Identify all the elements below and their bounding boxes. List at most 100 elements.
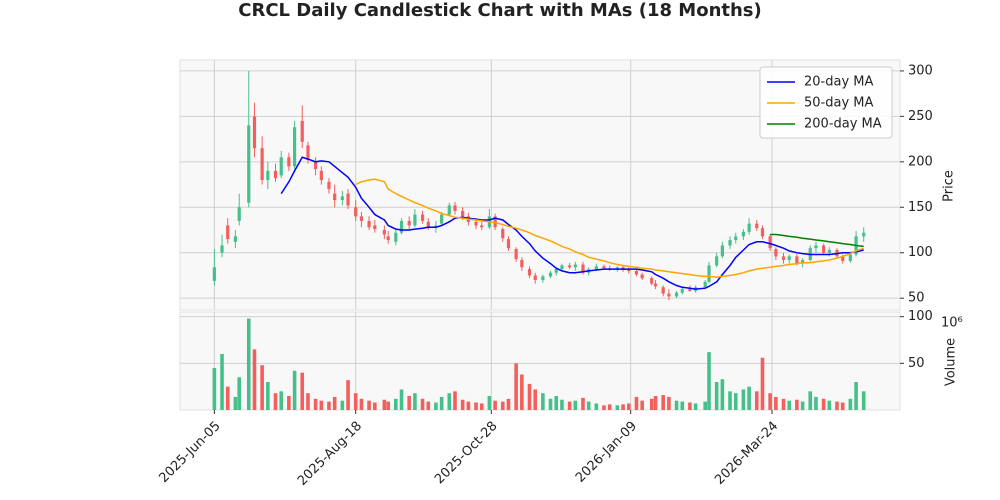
- volume-bar: [581, 397, 585, 410]
- candle-body: [237, 207, 241, 221]
- volume-bar: [560, 399, 564, 410]
- candle-body: [493, 216, 497, 228]
- volume-bar: [327, 401, 331, 410]
- y-tick-label: 250: [908, 109, 933, 124]
- volume-bar: [237, 377, 242, 410]
- candle-body: [703, 281, 707, 288]
- candle-body: [447, 205, 451, 215]
- candle-body: [367, 220, 371, 228]
- candle-body: [728, 240, 732, 246]
- candle-body: [560, 265, 564, 270]
- volume-bar: [313, 398, 318, 410]
- volume-bar: [607, 404, 612, 410]
- volume-bar: [827, 400, 832, 410]
- volume-bar: [594, 403, 599, 410]
- candle-body: [359, 216, 364, 221]
- candle-body: [827, 250, 831, 253]
- volume-bar: [703, 401, 707, 410]
- volume-bar: [340, 400, 345, 410]
- candle-body: [319, 170, 323, 180]
- volume-bar: [346, 380, 350, 410]
- candle-body: [306, 145, 310, 160]
- volume-bar: [420, 398, 425, 410]
- volume-bar: [394, 398, 398, 410]
- candle-body: [594, 266, 598, 270]
- candle-body: [461, 210, 465, 217]
- volume-bar: [661, 395, 665, 410]
- volume-bar: [479, 403, 484, 410]
- candle-body: [650, 278, 654, 284]
- volume-bar: [835, 401, 839, 410]
- volume-bar: [768, 393, 772, 410]
- candle-body: [548, 272, 553, 277]
- candle-body: [573, 264, 577, 268]
- volume-bar: [500, 401, 505, 410]
- volume-bar: [300, 372, 305, 410]
- volume-bar: [386, 401, 390, 410]
- candle-body: [781, 256, 786, 260]
- volume-bar: [720, 379, 725, 410]
- candle-body: [386, 236, 390, 240]
- y-tick-label: 200: [908, 154, 933, 169]
- volume-bar: [466, 401, 471, 410]
- candle-body: [440, 214, 444, 224]
- volume-bar: [246, 318, 251, 410]
- volume-bar: [367, 400, 371, 410]
- legend: 20-day MA 50-day MA 200-day MA: [759, 66, 893, 139]
- candle-body: [382, 230, 386, 235]
- y-tick-label: 50: [908, 291, 925, 306]
- volume-bar: [733, 393, 738, 410]
- candle-body: [720, 245, 724, 257]
- volume-bar: [260, 365, 264, 410]
- candle-body: [212, 267, 216, 281]
- candle-body: [399, 220, 404, 233]
- legend-label: 200-day MA: [804, 117, 882, 132]
- volume-bar: [306, 393, 310, 410]
- volume-bar: [533, 389, 538, 410]
- volume-bar: [567, 401, 572, 410]
- candle-body: [615, 267, 619, 270]
- volume-panel: [179, 311, 901, 411]
- candle-body: [862, 232, 866, 237]
- volume-bar: [233, 396, 238, 410]
- candle-body: [627, 270, 631, 271]
- volume-bar: [586, 401, 591, 410]
- volume-bar: [373, 402, 377, 410]
- volume-bar: [292, 370, 297, 410]
- volume-bar: [474, 402, 478, 410]
- candle-body: [260, 148, 264, 180]
- volume-bar: [795, 399, 799, 410]
- candle-body: [533, 275, 537, 280]
- candle-body: [220, 245, 224, 253]
- y-tick-label: 300: [908, 63, 933, 78]
- candle-body: [514, 249, 518, 260]
- candle-body: [273, 170, 278, 179]
- volume-bar: [266, 382, 270, 410]
- volume-bar: [741, 389, 746, 410]
- candle-body: [327, 181, 331, 190]
- legend-label: 20-day MA: [804, 75, 873, 90]
- volume-bar: [382, 399, 387, 410]
- volume-tick-label: 100: [908, 309, 933, 324]
- candle-body: [434, 225, 438, 228]
- candle-body: [674, 292, 679, 297]
- candle-body: [394, 232, 398, 242]
- volume-bar: [649, 398, 654, 410]
- volume-bar: [460, 399, 465, 410]
- volume-bar: [602, 405, 606, 410]
- candle-body: [822, 245, 826, 253]
- volume-bar: [359, 398, 364, 410]
- candle-body: [755, 223, 759, 229]
- candle-body: [426, 221, 430, 228]
- y-axis-label: Price: [942, 170, 957, 202]
- volume-bar: [399, 389, 404, 410]
- volume-bar: [319, 400, 324, 410]
- volume-bar: [554, 396, 559, 410]
- legend-label: 50-day MA: [804, 96, 873, 111]
- volume-bar: [680, 401, 685, 410]
- candle-body: [715, 256, 719, 266]
- candle-body: [841, 256, 845, 261]
- candle-body: [741, 231, 745, 237]
- candle-body: [688, 289, 692, 291]
- volume-bar: [220, 354, 224, 410]
